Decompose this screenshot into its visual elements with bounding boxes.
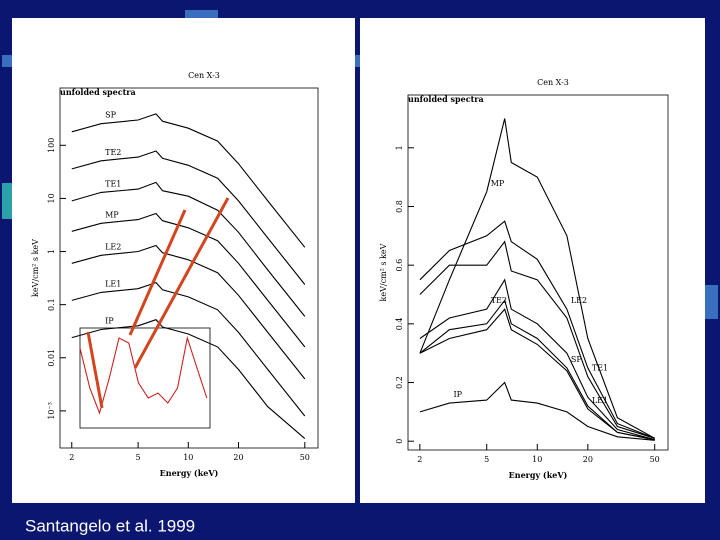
arrow (86, 331, 104, 409)
y-tick-label: 10 (47, 193, 56, 203)
deco-block (2, 183, 14, 219)
chart-subtitle: unfolded spectra (408, 94, 484, 104)
series-label: MP (105, 210, 119, 219)
series-label: TE2 (105, 148, 121, 157)
series-label: TE2 (491, 296, 507, 305)
arrow (128, 209, 187, 336)
spectrum-line (71, 150, 306, 285)
y-tick-label: 0.8 (395, 200, 404, 213)
x-tick-label: 2 (417, 455, 422, 464)
x-tick-label: 50 (300, 453, 310, 462)
chart-title: Cen X-3 (537, 78, 569, 87)
series-label: TE1 (105, 179, 121, 188)
y-tick-label: 1 (47, 249, 56, 254)
plot-frame (59, 87, 319, 449)
spectrum-line (419, 299, 655, 441)
arrows (86, 197, 230, 409)
arrow (133, 197, 230, 369)
spectrum-line (419, 278, 655, 441)
series-label: SP (105, 111, 116, 120)
x-tick-label: 5 (136, 453, 141, 462)
plot-frame (407, 94, 669, 451)
series-label: LE1 (592, 396, 608, 405)
series-label: IP (105, 317, 114, 326)
y-tick-label: 0.01 (47, 349, 56, 367)
y-tick-label: 1 (395, 145, 404, 150)
spectrum-line (419, 381, 655, 441)
series-label: IP (453, 390, 462, 399)
spectrum-line (419, 240, 655, 439)
x-tick-label: 10 (532, 455, 542, 464)
left-panel (12, 18, 355, 503)
y-axis-label: keV/cm² s keV (31, 239, 40, 297)
y-tick-label: 0.6 (395, 259, 404, 272)
x-tick-label: 10 (183, 453, 193, 462)
deco-block (702, 285, 718, 319)
chart-subtitle: unfolded spectra (60, 87, 136, 97)
x-tick-label: 5 (484, 455, 489, 464)
spectrum-line (71, 212, 306, 348)
x-axis-label: Energy (keV) (160, 468, 219, 478)
series-label: LE2 (571, 296, 587, 305)
x-tick-label: 20 (583, 455, 593, 464)
spectrum-line (419, 220, 655, 439)
y-tick-label: 0.4 (395, 317, 404, 330)
plot-frame (79, 327, 211, 429)
y-tick-label: 0.1 (47, 298, 56, 311)
series-label: MP (491, 179, 505, 188)
footer: Santangelo et al. 1999 (25, 516, 195, 535)
spectrum-line (71, 181, 306, 317)
x-axis-label: Energy (keV) (509, 470, 568, 480)
spectrum-line (419, 118, 655, 439)
spectrum-line (419, 308, 655, 441)
right-panel (360, 18, 705, 503)
x-tick-label: 20 (233, 453, 243, 462)
chart-title: Cen X-3 (188, 71, 220, 80)
spectrum-line (71, 113, 306, 248)
series-label: TE1 (592, 364, 608, 373)
y-tick-label: 0 (395, 439, 404, 444)
x-tick-label: 50 (650, 455, 660, 464)
spectrum-line (71, 244, 306, 380)
deco-block (2, 55, 14, 67)
x-tick-label: 2 (69, 453, 74, 462)
series-label: LE2 (105, 242, 121, 251)
y-tick-label: 10⁻³ (47, 402, 56, 420)
y-tick-label: 0.2 (395, 376, 404, 389)
y-axis-label: keV/cm² s keV (379, 243, 388, 301)
y-tick-label: 100 (47, 138, 56, 153)
series-label: SP (571, 355, 582, 364)
series-label: LE1 (105, 279, 121, 288)
